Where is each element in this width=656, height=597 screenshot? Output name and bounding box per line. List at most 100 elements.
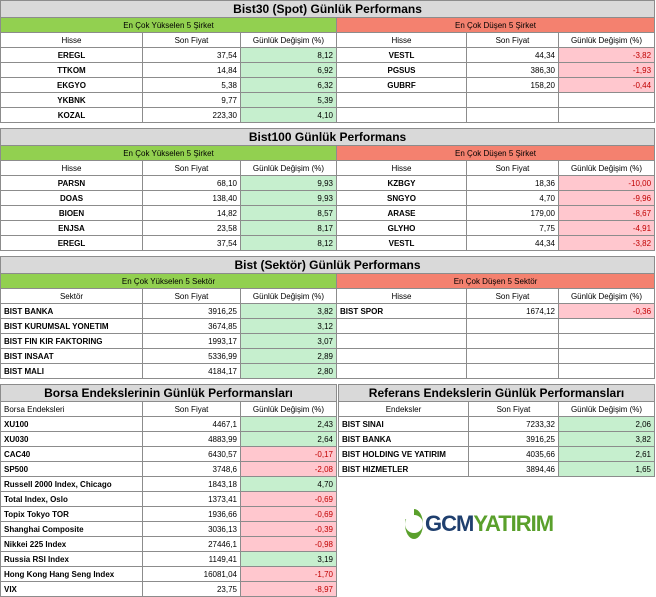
sector-price: 1674,12 [466,303,559,319]
col-header-price: Son Fiyat [466,160,559,176]
table-row: ENJSA 23,58 8,17 GLYHO 7,75 -4,91 [0,220,656,236]
index-name: BIST HOLDING VE YATIRIM [338,446,469,462]
col-header-change: Günlük Değişim (%) [240,288,337,304]
stock-price: 9,77 [142,92,241,108]
index-price: 6430,57 [142,446,241,462]
sector-price: 5336,99 [142,348,241,364]
table-row: BIST MALI 4184,17 2,80 [0,363,656,379]
empty-cell [557,363,656,379]
col-header-stock: Hisse [336,32,467,48]
index-price: 4883,99 [142,431,241,447]
stock-name: EKGYO [0,77,143,93]
stock-name: ARASE [336,205,467,221]
empty-cell [557,333,656,349]
bist100-gainers-header: En Çok Yükselen 5 Şirket [0,145,337,161]
col-header-change: Günlük Değişim (%) [240,32,337,48]
index-price: 7233,32 [468,416,559,432]
stock-change: -8,67 [557,205,656,221]
stock-change: -3,82 [557,235,656,251]
empty-cell [336,318,467,334]
stock-change: 6,32 [240,77,337,93]
stock-change: -10,00 [557,175,656,191]
index-price: 1843,18 [142,476,241,492]
stock-change: -1,93 [557,62,656,78]
stock-name: PGSUS [336,62,467,78]
empty-cell [336,348,467,364]
index-change: 2,06 [557,416,656,432]
sector-gainers-header: En Çok Yükselen 5 Sektör [0,273,337,289]
index-change: 2,61 [557,446,656,462]
bist30-losers-header: En Çok Düşen 5 Şirket [335,17,656,33]
table-row: EREGL 37,54 8,12 VESTL 44,34 -3,82 [0,235,656,251]
stock-change: 8,57 [240,205,337,221]
empty-cell [557,318,656,334]
stock-change: 9,93 [240,190,337,206]
table-row: EKGYO 5,38 6,32 GUBRF 158,20 -0,44 [0,77,656,93]
table-row: Russell 2000 Index, Chicago 1843,18 4,70 [0,476,337,492]
stock-name: BIOEN [0,205,143,221]
col-header-stock: Hisse [0,160,143,176]
sector-name: BIST FIN KIR FAKTORING [0,333,143,349]
col-header-price: Son Fiyat [466,288,559,304]
empty-cell [466,363,559,379]
stock-price: 23,58 [142,220,241,236]
gcm-yatirim-logo: GCM YATIRIM [405,506,554,542]
stock-price: 14,82 [142,205,241,221]
stock-change: 5,39 [240,92,337,108]
index-change: -1,70 [240,566,337,582]
logo-text-gcm: GCM [425,511,474,536]
sector-change: 2,89 [240,348,337,364]
stock-name: GUBRF [336,77,467,93]
sector-change: 3,07 [240,333,337,349]
stock-name: PARSN [0,175,143,191]
stock-name: EREGL [0,47,143,63]
bist100-table: Bist100 Günlük Performans En Çok Yüksele… [0,128,656,251]
stock-change: -0,44 [557,77,656,93]
stock-name: ENJSA [0,220,143,236]
borsa-indices-table: Borsa Endekslerinin Günlük Performanslar… [0,384,337,597]
index-price: 16081,04 [142,566,241,582]
table-row: BIST HOLDING VE YATIRIM 4035,66 2,61 [338,446,656,462]
stock-price: 158,20 [466,77,559,93]
stock-change: -9,96 [557,190,656,206]
table-row: EREGL 37,54 8,12 VESTL 44,34 -3,82 [0,47,656,63]
index-change: 2,43 [240,416,337,432]
col-header-price: Son Fiyat [142,160,241,176]
stock-price: 138,40 [142,190,241,206]
stock-price: 44,34 [466,47,559,63]
index-price: 3894,46 [468,461,559,477]
empty-cell [466,348,559,364]
stock-change: 8,12 [240,47,337,63]
sector-change: 3,82 [240,303,337,319]
stock-price: 18,36 [466,175,559,191]
borsa-title: Borsa Endekslerinin Günlük Performanslar… [0,384,337,402]
col-header-price: Son Fiyat [142,32,241,48]
table-row: BIST BANKA 3916,25 3,82 [338,431,656,447]
col-header-change: Günlük Değişim (%) [557,160,656,176]
empty-cell [466,318,559,334]
table-row: Topix Tokyo TOR 1936,66 -0,69 [0,506,337,522]
empty-cell [466,333,559,349]
index-name: Russell 2000 Index, Chicago [0,476,143,492]
stock-price: 14,84 [142,62,241,78]
table-row: BIST HIZMETLER 3894,46 1,65 [338,461,656,477]
table-row: BIST KURUMSAL YONETIM 3674,85 3,12 [0,318,656,334]
stock-change: -3,82 [557,47,656,63]
stock-name: DOAS [0,190,143,206]
index-name: XU100 [0,416,143,432]
bist30-title: Bist30 (Spot) Günlük Performans [0,0,656,18]
index-change: -0,69 [240,506,337,522]
empty-cell [466,107,559,123]
index-change: 3,82 [557,431,656,447]
index-price: 27446,1 [142,536,241,552]
empty-cell [557,92,656,108]
index-price: 3036,13 [142,521,241,537]
index-price: 1373,41 [142,491,241,507]
table-row: KOZAL 223,30 4,10 [0,107,656,123]
index-change: -0,69 [240,491,337,507]
sector-change: -0,36 [557,303,656,319]
sector-name: BIST SPOR [336,303,467,319]
stock-name: KZBGY [336,175,467,191]
index-change: -0,17 [240,446,337,462]
